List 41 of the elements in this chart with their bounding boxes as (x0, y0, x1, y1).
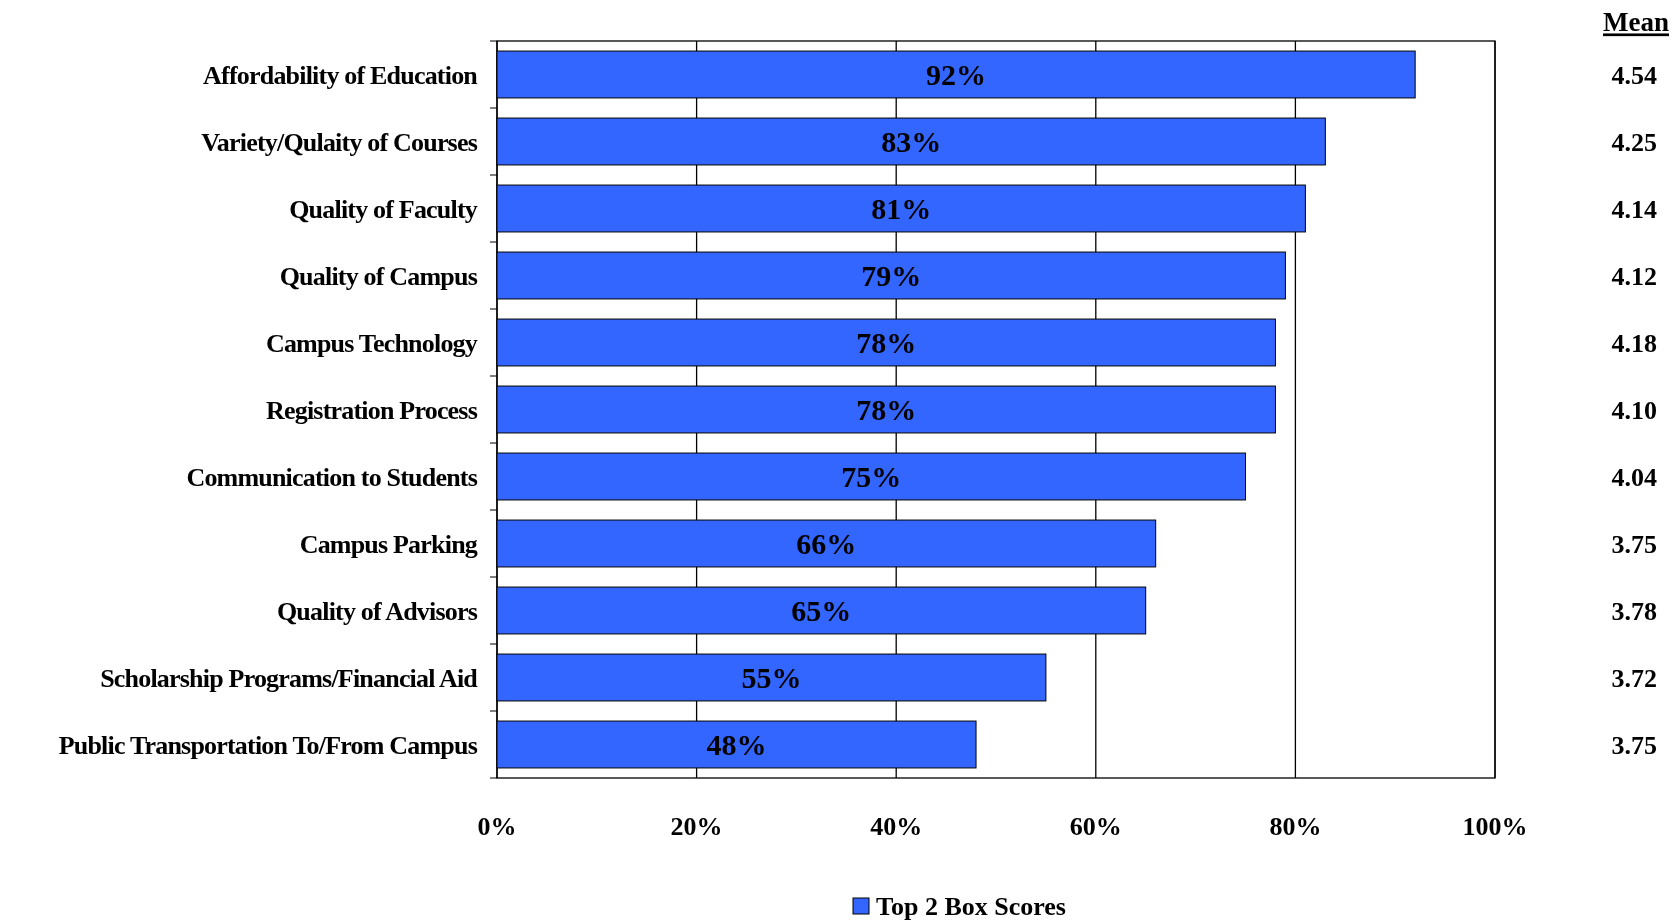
y-tick-label: Campus Technology (265, 328, 478, 358)
text: Mean (1603, 7, 1669, 38)
text: 4.25 (1611, 127, 1657, 157)
text: 4.12 (1611, 261, 1657, 291)
x-tick-label: 60% (1069, 812, 1122, 842)
x-tick-label: 100% (1462, 812, 1528, 842)
y-tick-label: Variety/Qulaity of Courses (201, 127, 478, 157)
data-label: 92% (926, 58, 987, 91)
y-tick-label: Quality of Advisors (276, 596, 478, 626)
y-tick-label: Communication to Students (186, 462, 478, 492)
y-tick-label: Public Transportation To/From Campus (58, 730, 478, 760)
text: 3.72 (1611, 663, 1657, 693)
data-label: 83% (881, 125, 942, 158)
text: 4.10 (1611, 395, 1657, 425)
text: 3.75 (1611, 529, 1657, 559)
x-tick-label: 0% (477, 812, 517, 842)
text: 3.75 (1611, 730, 1657, 760)
text: 4.14 (1611, 194, 1657, 224)
text: 4.04 (1611, 462, 1657, 492)
data-label: 78% (856, 326, 917, 359)
data-label: 81% (871, 192, 932, 225)
data-label: 78% (856, 393, 917, 426)
y-tick-label: Quality of Faculty (289, 194, 478, 224)
data-label: 66% (796, 527, 857, 560)
legend-label: Top 2 Box Scores (876, 892, 1066, 922)
x-tick-label: 40% (870, 812, 923, 842)
data-label: 55% (741, 661, 802, 694)
y-tick-label: Campus Parking (299, 529, 478, 559)
data-label: 65% (791, 594, 852, 627)
data-label: 48% (706, 728, 767, 761)
x-tick-label: 20% (670, 812, 723, 842)
data-label: 75% (841, 460, 902, 493)
text: 4.18 (1611, 328, 1657, 358)
text: 4.54 (1611, 60, 1657, 90)
y-tick-label: Quality of Campus (279, 261, 478, 291)
x-tick-label: 80% (1269, 812, 1322, 842)
y-tick-label: Affordability of Education (203, 60, 479, 90)
text: 3.78 (1611, 596, 1657, 626)
y-tick-label: Registration Process (266, 395, 478, 425)
data-label: 79% (861, 259, 922, 292)
y-tick-label: Scholarship Programs/Financial Aid (100, 663, 479, 693)
